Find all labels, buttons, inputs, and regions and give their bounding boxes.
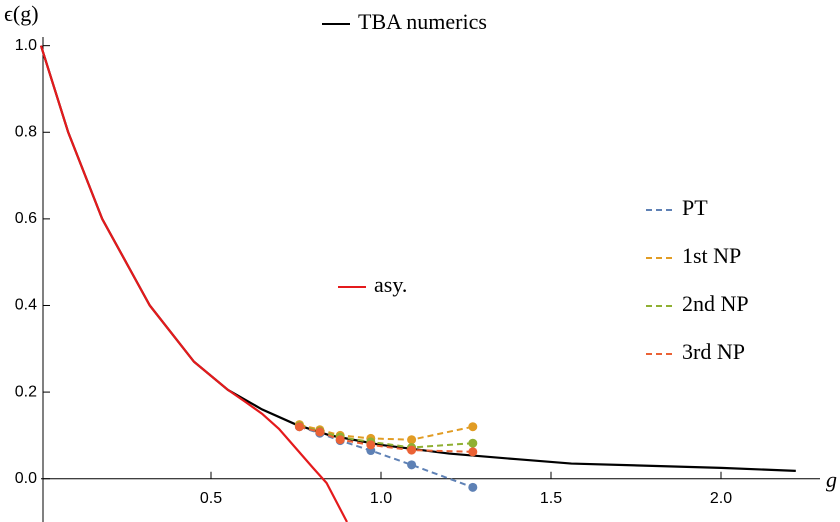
legend-label: TBA numerics [358,9,487,34]
x-tick-label: 1.0 [370,490,392,507]
data-point [315,427,325,437]
legend-label: PT [682,195,708,220]
legend-label: asy. [374,272,407,297]
y-tick-label: 0.2 [15,383,37,400]
data-point [468,447,478,457]
series-line [299,425,473,453]
data-point [366,440,376,450]
y-axis-label: ϵ(g) [4,1,39,26]
x-tick-label: 2.0 [710,490,732,507]
y-tick-label: 0.6 [15,210,37,227]
x-axis-label: g [826,467,837,492]
y-tick-label: 1.0 [15,37,37,54]
x-tick-label: 0.5 [200,490,222,507]
y-tick-label: 0.4 [15,297,37,314]
data-point [407,435,417,445]
data-point [468,482,478,492]
data-point [407,460,417,470]
data-point [294,422,304,432]
series-line [299,423,474,441]
y-tick-label: 0.0 [15,470,37,487]
x-tick-label: 1.5 [540,490,562,507]
y-tick-label: 0.8 [15,123,37,140]
legend-label: 3rd NP [682,339,745,364]
data-point [407,445,417,455]
data-point [468,422,478,432]
legend-label: 2nd NP [682,291,749,316]
legend-label: 1st NP [682,243,741,268]
data-point [335,435,345,445]
data-point [468,438,478,448]
series-line [39,45,348,522]
series-line [299,424,473,449]
